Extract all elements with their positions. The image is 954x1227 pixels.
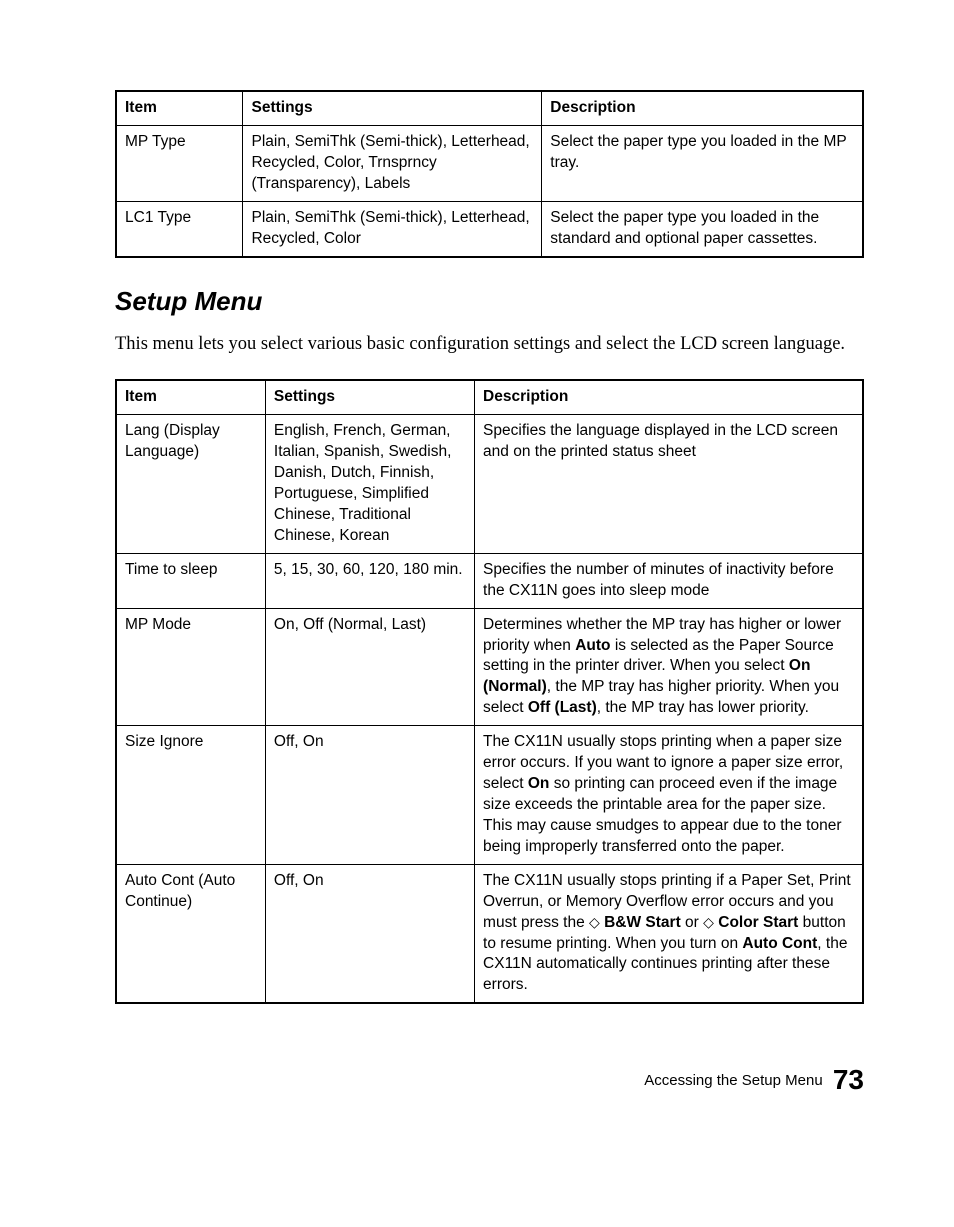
setup-menu-table: Item Settings Description Lang (Display … xyxy=(115,379,864,1004)
cell-settings: Off, On xyxy=(265,726,474,865)
table-row: Time to sleep5, 15, 30, 60, 120, 180 min… xyxy=(116,553,863,608)
cell-description: The CX11N usually stops printing when a … xyxy=(475,726,863,865)
col-header-item: Item xyxy=(116,380,265,414)
cell-description: Select the paper type you loaded in the … xyxy=(542,125,863,201)
bold-text: Color Start xyxy=(718,914,798,931)
section-heading: Setup Menu xyxy=(115,286,864,317)
cell-item: MP Type xyxy=(116,125,243,201)
text: , the MP tray has lower priority. xyxy=(597,699,809,716)
diamond-icon: ◇ xyxy=(589,913,600,932)
text: Specifies the language displayed in the … xyxy=(483,422,838,460)
col-header-settings: Settings xyxy=(243,91,542,125)
cell-settings: 5, 15, 30, 60, 120, 180 min. xyxy=(265,553,474,608)
table-header-row: Item Settings Description xyxy=(116,91,863,125)
table-row: Auto Cont (Auto Continue)Off, OnThe CX11… xyxy=(116,864,863,1003)
cell-settings: On, Off (Normal, Last) xyxy=(265,608,474,726)
cell-item: Size Ignore xyxy=(116,726,265,865)
text: or xyxy=(681,914,703,931)
cell-item: Lang (Display Language) xyxy=(116,415,265,554)
col-header-description: Description xyxy=(542,91,863,125)
cell-settings: Off, On xyxy=(265,864,474,1003)
bold-text: On xyxy=(528,775,550,792)
cell-description: Select the paper type you loaded in the … xyxy=(542,201,863,256)
bold-text: Auto xyxy=(575,637,610,654)
cell-item: Time to sleep xyxy=(116,553,265,608)
cell-settings: Plain, SemiThk (Semi-thick), Letterhead,… xyxy=(243,125,542,201)
cell-description: Specifies the language displayed in the … xyxy=(475,415,863,554)
cell-description: Specifies the number of minutes of inact… xyxy=(475,553,863,608)
col-header-description: Description xyxy=(475,380,863,414)
table-header-row: Item Settings Description xyxy=(116,380,863,414)
cell-item: LC1 Type xyxy=(116,201,243,256)
diamond-icon: ◇ xyxy=(703,913,714,932)
cell-settings: English, French, German, Italian, Spanis… xyxy=(265,415,474,554)
table-row: MP ModeOn, Off (Normal, Last)Determines … xyxy=(116,608,863,726)
table-row: Size IgnoreOff, OnThe CX11N usually stop… xyxy=(116,726,863,865)
cell-item: MP Mode xyxy=(116,608,265,726)
bold-text: Off (Last) xyxy=(528,699,597,716)
table-row: MP TypePlain, SemiThk (Semi-thick), Lett… xyxy=(116,125,863,201)
bold-text: Auto Cont xyxy=(742,935,817,952)
text: Specifies the number of minutes of inact… xyxy=(483,561,834,599)
bold-text: B&W Start xyxy=(604,914,681,931)
cell-item: Auto Cont (Auto Continue) xyxy=(116,864,265,1003)
col-header-item: Item xyxy=(116,91,243,125)
footer-text: Accessing the Setup Menu xyxy=(644,1072,822,1089)
section-intro: This menu lets you select various basic … xyxy=(115,331,864,358)
tray-type-table: Item Settings Description MP TypePlain, … xyxy=(115,90,864,258)
cell-description: Determines whether the MP tray has highe… xyxy=(475,608,863,726)
cell-settings: Plain, SemiThk (Semi-thick), Letterhead,… xyxy=(243,201,542,256)
page-container: Item Settings Description MP TypePlain, … xyxy=(0,0,954,1136)
table-row: Lang (Display Language)English, French, … xyxy=(116,415,863,554)
col-header-settings: Settings xyxy=(265,380,474,414)
page-number: 73 xyxy=(833,1064,864,1095)
page-footer: Accessing the Setup Menu 73 xyxy=(115,1064,864,1096)
table-row: LC1 TypePlain, SemiThk (Semi-thick), Let… xyxy=(116,201,863,256)
cell-description: The CX11N usually stops printing if a Pa… xyxy=(475,864,863,1003)
